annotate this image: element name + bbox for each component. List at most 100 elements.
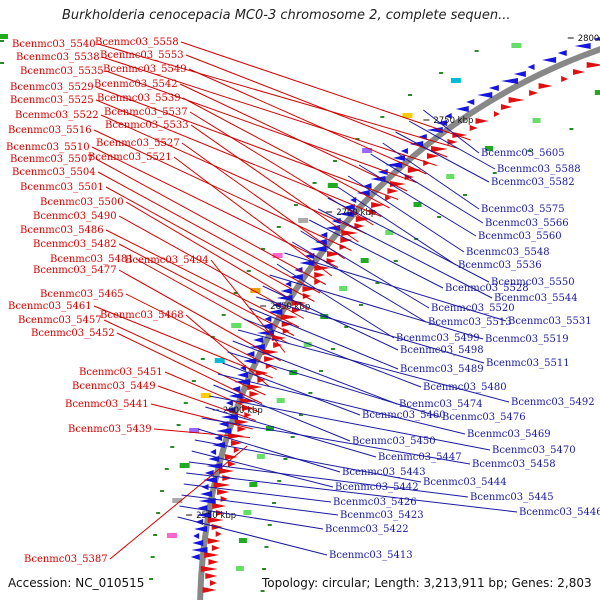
reverse-gene-arrow xyxy=(527,64,535,70)
reverse-gene-label: Bcenmc03_5520 xyxy=(431,303,515,314)
forward-gene-label: Bcenmc03_5449 xyxy=(72,381,156,392)
reverse-gene-arrow xyxy=(455,106,469,112)
reverse-gene-label: Bcenmc03_5511 xyxy=(486,358,570,369)
reverse-gene-arrow xyxy=(477,92,493,98)
feature-block xyxy=(276,398,285,403)
feature-block xyxy=(303,342,312,347)
reverse-gene-label: Bcenmc03_5458 xyxy=(472,459,556,470)
forward-gene-arrow xyxy=(529,90,539,96)
forward-gene-arrow xyxy=(452,132,468,138)
reverse-gene-arrow xyxy=(343,204,355,210)
forward-leader-line xyxy=(190,124,359,243)
reverse-gene-label: Bcenmc03_5476 xyxy=(442,412,526,423)
forward-leader-line xyxy=(93,305,274,379)
forward-gene-label: Bcenmc03_5522 xyxy=(15,110,99,121)
reverse-gene-arrow xyxy=(210,449,217,455)
forward-gene-arrow xyxy=(244,412,252,418)
reverse-leader-line xyxy=(358,164,477,237)
minor-tick xyxy=(283,458,288,460)
reverse-leader-line xyxy=(243,318,422,388)
reverse-gene-arrow xyxy=(228,393,243,399)
forward-gene-label: Bcenmc03_5540 xyxy=(12,39,96,50)
reverse-gene-arrow xyxy=(194,526,208,532)
minor-tick xyxy=(267,524,272,526)
minor-tick xyxy=(149,578,154,580)
forward-gene-label: Bcenmc03_5494 xyxy=(125,255,209,266)
minor-tick xyxy=(290,436,295,438)
forward-leader-line xyxy=(118,243,295,336)
feature-block xyxy=(238,538,247,543)
feature-block xyxy=(250,288,261,293)
forward-gene-label: Bcenmc03_5501 xyxy=(20,182,104,193)
minor-tick xyxy=(153,534,158,536)
forward-leader-line xyxy=(125,201,310,311)
reverse-gene-arrow xyxy=(593,37,600,41)
forward-leader-line xyxy=(164,371,260,413)
forward-gene-arrow xyxy=(224,454,238,460)
forward-gene-label: Bcenmc03_5387 xyxy=(24,554,108,565)
forward-gene-label: Bcenmc03_5521 xyxy=(88,152,172,163)
forward-gene-arrow xyxy=(508,97,525,103)
reverse-gene-arrow xyxy=(488,85,499,91)
reverse-gene-label: Bcenmc03_5423 xyxy=(340,510,424,521)
reverse-gene-arrow xyxy=(249,344,265,350)
forward-gene-label: Bcenmc03_5507 xyxy=(10,154,94,165)
forward-gene-label: Bcenmc03_5516 xyxy=(8,125,92,136)
forward-gene-label: Bcenmc03_5529 xyxy=(10,82,94,93)
forward-gene-arrow xyxy=(208,559,219,565)
minor-tick xyxy=(150,556,155,558)
forward-gene-label: Bcenmc03_5500 xyxy=(40,197,124,208)
forward-leader-line xyxy=(185,54,448,158)
reverse-gene-arrow xyxy=(285,281,292,287)
feature-block xyxy=(360,258,369,263)
reverse-gene-arrow xyxy=(260,323,273,329)
minor-tick xyxy=(312,182,317,184)
reverse-gene-arrow xyxy=(309,246,327,252)
forward-leader-line xyxy=(173,156,333,277)
forward-gene-arrow xyxy=(326,251,341,257)
forward-gene-arrow xyxy=(385,195,392,201)
forward-leader-line xyxy=(95,158,327,285)
feature-block xyxy=(402,113,413,118)
forward-gene-arrow xyxy=(538,83,553,89)
forward-leader-line xyxy=(188,68,427,175)
forward-gene-label: Bcenmc03_5504 xyxy=(12,167,96,178)
forward-gene-arrow xyxy=(207,517,224,523)
reverse-gene-arrow xyxy=(276,295,293,301)
forward-gene-arrow xyxy=(314,279,321,285)
forward-gene-arrow xyxy=(493,111,500,117)
feature-block xyxy=(485,146,494,151)
forward-gene-arrow xyxy=(340,237,353,243)
forward-gene-arrow xyxy=(431,146,449,152)
forward-gene-arrow xyxy=(302,293,311,299)
feature-block xyxy=(249,482,258,487)
reverse-gene-label: Bcenmc03_5422 xyxy=(325,524,409,535)
minor-tick xyxy=(375,282,380,284)
kbp-label: 2750 kbp xyxy=(433,116,473,126)
reverse-leader-line xyxy=(201,417,471,465)
forward-leader-line xyxy=(105,70,417,183)
minor-tick xyxy=(393,260,398,262)
reverse-gene-arrow xyxy=(426,127,443,133)
reverse-leader-line xyxy=(318,208,493,299)
forward-gene-arrow xyxy=(407,167,422,173)
reverse-leader-line xyxy=(186,472,518,513)
reverse-gene-arrow xyxy=(198,498,216,504)
feature-block xyxy=(214,358,225,363)
reverse-gene-arrow xyxy=(400,148,408,154)
forward-leader-line xyxy=(118,269,282,362)
forward-gene-label: Bcenmc03_5525 xyxy=(10,95,94,106)
reverse-gene-arrow xyxy=(246,351,255,357)
reverse-gene-label: Bcenmc03_5605 xyxy=(481,148,565,159)
topology-summary: Topology: circular; Length: 3,213,911 bp… xyxy=(262,576,592,590)
forward-gene-arrow xyxy=(314,265,331,271)
reverse-gene-label: Bcenmc03_5588 xyxy=(497,164,581,175)
minor-tick xyxy=(439,72,444,74)
reverse-gene-arrow xyxy=(557,50,567,56)
reverse-gene-label: Bcenmc03_5460 xyxy=(362,410,446,421)
reverse-gene-arrow xyxy=(542,57,557,63)
reverse-gene-arrow xyxy=(216,428,232,434)
forward-gene-label: Bcenmc03_5527 xyxy=(96,138,180,149)
reverse-leader-line xyxy=(284,252,507,322)
forward-gene-arrow xyxy=(212,503,227,509)
